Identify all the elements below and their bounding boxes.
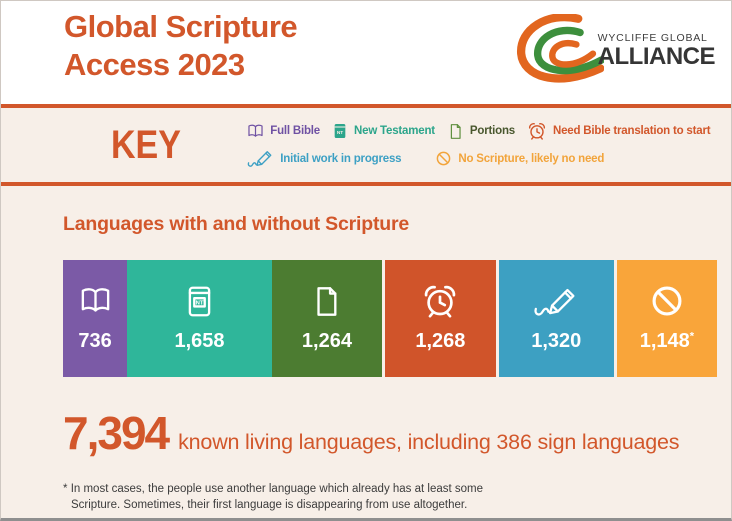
- key-item-new-testament: New Testament: [332, 123, 435, 139]
- key-item-initial-work: Initial work in progress: [247, 148, 402, 169]
- logo-text-bottom: ALLIANCE: [597, 43, 716, 70]
- total-languages-number: 7,394: [63, 407, 170, 459]
- open-book-icon: [79, 285, 112, 318]
- alarm-clock-icon: [527, 121, 547, 141]
- section-heading: Languages with and without Scripture: [63, 213, 409, 235]
- bar-segment-portions: 1,264: [271, 260, 383, 377]
- key-item-label: Portions: [469, 125, 515, 137]
- divider-rule-bottom: [1, 182, 731, 186]
- open-book-icon: [247, 123, 264, 140]
- portions-page-icon: [447, 123, 464, 140]
- icon-slot: [183, 278, 216, 324]
- nt-book-icon: [183, 285, 216, 318]
- segment-value: 1,268: [415, 330, 466, 352]
- bar-segment-full-bible: 736: [63, 260, 128, 377]
- logo-text-top: WYCLIFFE GLOBAL: [597, 32, 708, 44]
- no-scripture-icon: [649, 283, 685, 319]
- icon-slot: [310, 278, 343, 324]
- key-title: KEY: [111, 122, 181, 167]
- key-item-label: Full Bible: [270, 125, 321, 137]
- page-title-line1: Global Scripture: [64, 9, 298, 44]
- footnote-text: In most cases, the people use another la…: [70, 483, 484, 511]
- footnote-marker: *: [63, 483, 68, 495]
- key-item-no-scripture: No Scripture, likely no need: [435, 150, 604, 167]
- bar-segment-new-testament: 1,658: [127, 260, 272, 377]
- icon-slot: [421, 278, 459, 324]
- legend: Full Bible New Testament Portions Need B…: [247, 121, 711, 169]
- header: Global Scripture Access 2023 WYCLIFFE GL…: [1, 1, 731, 104]
- key-item-portions: Portions: [447, 123, 515, 140]
- main-section: Languages with and without Scripture 736…: [1, 186, 731, 518]
- wycliffe-swoosh-icon: [516, 14, 604, 83]
- pencil-icon: [247, 148, 274, 169]
- icon-slot: [649, 278, 685, 324]
- total-languages-line: 7,394 known living languages, including …: [63, 406, 717, 460]
- key-item-need-translation: Need Bible translation to start: [527, 121, 711, 141]
- key-item-label: Initial work in progress: [280, 152, 402, 165]
- icon-slot: [533, 278, 579, 324]
- footnote: * In most cases, the people use another …: [63, 482, 523, 513]
- nt-book-icon: [332, 123, 348, 139]
- icon-slot: [79, 278, 112, 324]
- key-item-label: Need Bible translation to start: [552, 125, 711, 137]
- segment-value: 1,658: [174, 330, 225, 352]
- total-languages-text: known living languages, including 386 si…: [178, 430, 680, 454]
- legend-row-2: Initial work in progress No Scripture, l…: [247, 148, 710, 169]
- bar-segment-need-translation: 1,268: [385, 260, 496, 377]
- logo-text: WYCLIFFE GLOBAL ALLIANCE: [597, 32, 716, 70]
- divider-rule-top: [1, 104, 731, 108]
- segment-value: 1,264: [301, 330, 352, 352]
- bar-segment-initial-work: 1,320: [498, 260, 614, 377]
- key-item-label: No Scripture, likely no need: [458, 152, 605, 165]
- no-scripture-icon: [435, 150, 452, 167]
- wycliffe-logo: WYCLIFFE GLOBAL ALLIANCE: [512, 14, 716, 104]
- key-item-label: New Testament: [354, 125, 435, 137]
- segment-value: 1,320: [531, 330, 582, 352]
- segment-value: 736: [78, 330, 112, 352]
- page-title-line2: Access 2023: [64, 46, 245, 82]
- key-section: KEY Full Bible New Testament Portions Ne…: [1, 108, 731, 182]
- scripture-access-bar: 736 1,658 1,264 1,268: [63, 260, 717, 377]
- alarm-clock-icon: [421, 282, 459, 320]
- legend-row-1: Full Bible New Testament Portions Need B…: [247, 121, 711, 141]
- portions-page-icon: [310, 285, 343, 318]
- segment-value: 1,148*: [639, 330, 695, 352]
- pencil-icon: [533, 284, 579, 319]
- bar-segment-no-scripture: 1,148*: [616, 260, 717, 377]
- key-item-full-bible: Full Bible: [247, 123, 320, 140]
- page-title: Global Scripture Access 2023: [64, 8, 298, 104]
